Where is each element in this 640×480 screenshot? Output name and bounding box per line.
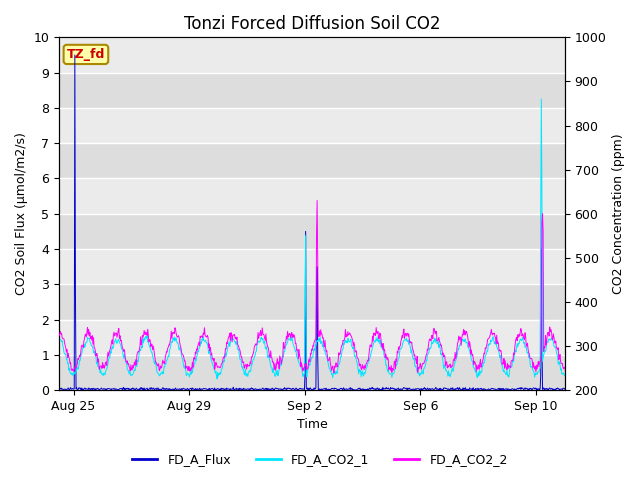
Bar xyxy=(59,249,565,284)
Y-axis label: CO2 Concentration (ppm): CO2 Concentration (ppm) xyxy=(612,133,625,294)
Bar xyxy=(59,320,565,355)
Bar xyxy=(59,108,565,143)
Legend: FD_A_Flux, FD_A_CO2_1, FD_A_CO2_2: FD_A_Flux, FD_A_CO2_1, FD_A_CO2_2 xyxy=(127,448,513,471)
Bar xyxy=(59,143,565,179)
X-axis label: Time: Time xyxy=(296,419,328,432)
Bar xyxy=(59,179,565,214)
Bar xyxy=(59,37,565,72)
Title: Tonzi Forced Diffusion Soil CO2: Tonzi Forced Diffusion Soil CO2 xyxy=(184,15,440,33)
Bar xyxy=(59,355,565,390)
Bar xyxy=(59,284,565,320)
Text: TZ_fd: TZ_fd xyxy=(67,48,105,61)
Bar xyxy=(59,72,565,108)
Y-axis label: CO2 Soil Flux (μmol/m2/s): CO2 Soil Flux (μmol/m2/s) xyxy=(15,132,28,295)
Bar xyxy=(59,214,565,249)
